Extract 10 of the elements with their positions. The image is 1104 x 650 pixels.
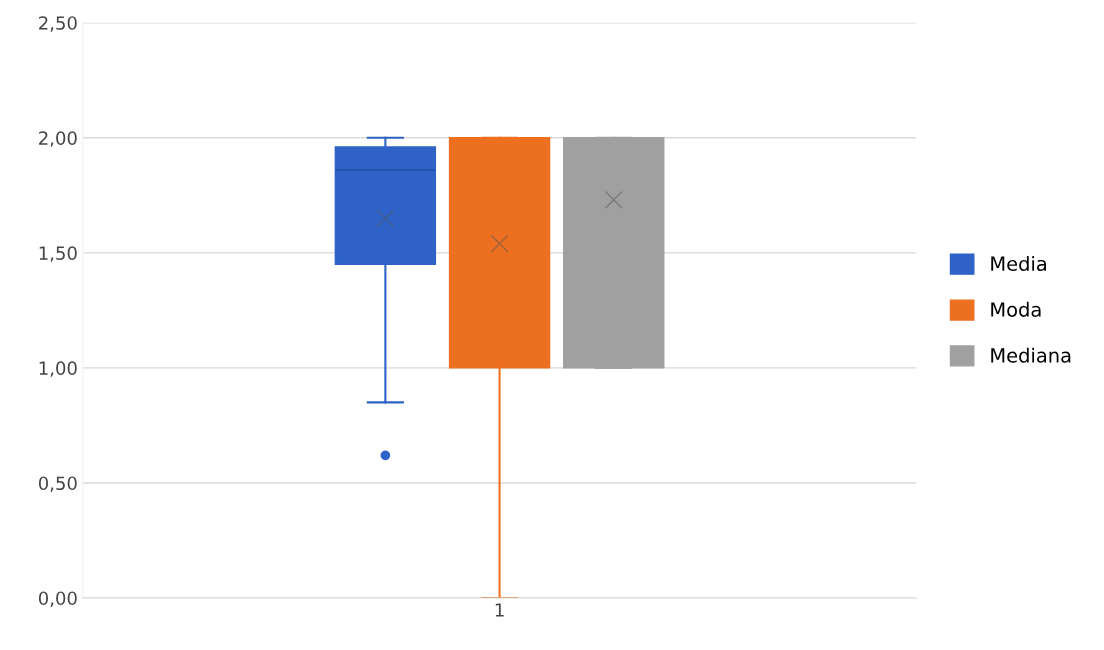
y-tick-label: 0,50 bbox=[38, 476, 77, 492]
x-tick-label: 1 bbox=[495, 603, 504, 617]
y-tick-label: 1,50 bbox=[39, 246, 77, 262]
y-tick-label: 0,00 bbox=[38, 591, 77, 607]
y-tick-label: 2,00 bbox=[39, 131, 77, 147]
legend-label: Moda bbox=[991, 301, 1041, 317]
y-tick-label: 2,50 bbox=[39, 16, 77, 32]
legend-label: Mediana bbox=[991, 347, 1071, 363]
legend-label: Media bbox=[991, 255, 1047, 272]
y-tick-label: 1,00 bbox=[39, 361, 77, 377]
